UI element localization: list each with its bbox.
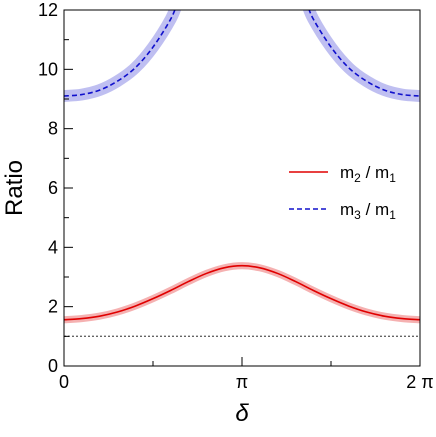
uncertainty-bands [64,10,420,324]
x-tick-label: 2 π [406,372,433,392]
y-tick-label: 4 [48,237,58,257]
tick-labels: 0 π 2 π 0 2 4 6 8 10 12 [38,0,434,392]
y-tick-label: 2 [48,297,58,317]
series-2-band-2 [302,10,420,102]
y-tick-label: 0 [48,356,58,376]
y-tick-label: 10 [38,59,58,79]
x-tick-label: π [236,372,248,392]
series-1-line-1 [64,264,420,321]
series-2-line-2 [308,10,420,97]
axis-ticks [63,9,421,367]
legend-label-1: m2 / m1 [340,163,396,185]
y-tick-label: 6 [48,178,58,198]
series-2-band-1 [64,10,182,102]
series-lines [64,10,420,321]
y-tick-label: 12 [38,0,58,20]
x-tick-label: 0 [59,372,69,392]
x-axis-label: δ [235,400,249,427]
legend: m2 / m1 m3 / m1 [289,163,396,222]
y-tick-label: 8 [48,119,58,139]
legend-label-2: m3 / m1 [340,200,396,222]
series-2-line-1 [64,10,176,97]
y-axis-label: Ratio [1,160,28,216]
